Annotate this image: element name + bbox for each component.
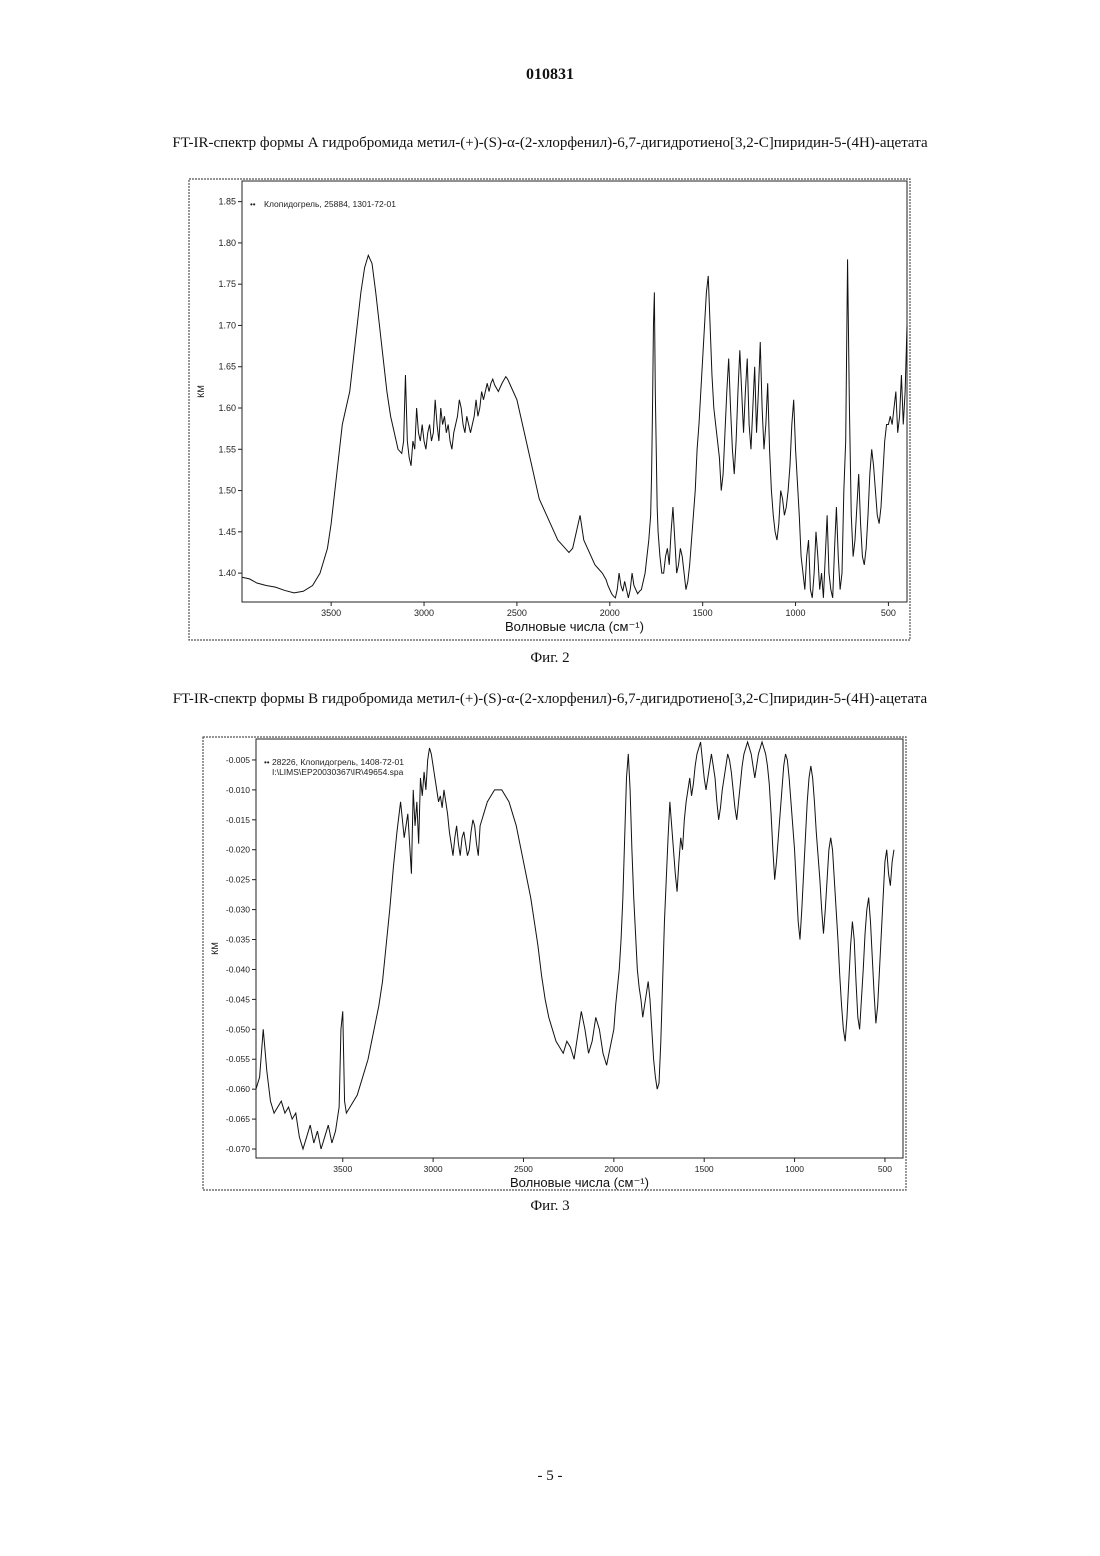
y-tick-label: -0.065 [226,1114,250,1124]
x-tick-label: 2000 [600,608,620,618]
y-tick-label: -0.045 [226,994,250,1004]
y-tick-label: 1.40 [218,568,236,578]
y-tick-label: -0.015 [226,815,250,825]
y-tick-label: 1.50 [218,486,236,496]
y-tick-label: 1.75 [218,279,236,289]
x-tick-label: 2500 [507,608,527,618]
y-tick-label: 1.60 [218,403,236,413]
y-axis-label: КМ [210,942,220,955]
y-tick-label: -0.050 [226,1024,250,1034]
y-tick-label: -0.035 [226,935,250,945]
y-tick-label: -0.005 [226,755,250,765]
figure-2-caption: FT-IR-спектр формы А гидробромида метил-… [100,134,1000,152]
y-tick-label: 1.45 [218,527,236,537]
x-tick-label: 1500 [695,1164,714,1174]
chart-frame [203,737,906,1190]
x-tick-label: 2500 [514,1164,533,1174]
x-tick-label: 1500 [693,608,713,618]
x-tick-label: 2000 [604,1164,623,1174]
y-tick-label: 1.55 [218,444,236,454]
chart-legend: •• Клопидогрель, 25884, 1301-72-01 [250,199,396,209]
y-tick-label: 1.85 [218,197,236,207]
legend-text: I:\LIMS\EP20030367\IR\49654.spa [272,767,404,777]
x-tick-label: 3000 [414,608,434,618]
y-tick-label: 1.70 [218,320,236,330]
y-tick-label: -0.025 [226,875,250,885]
x-tick-label: 3000 [424,1164,443,1174]
legend-text: 28226, Клопидогрель, 1408-72-01 [272,757,404,767]
x-tick-label: 3500 [321,608,341,618]
y-tick-label: -0.055 [226,1054,250,1064]
chart-legend: ••28226, Клопидогрель, 1408-72-01I:\LIMS… [264,757,404,777]
x-tick-label: 500 [878,1164,892,1174]
y-tick-label: -0.060 [226,1084,250,1094]
x-tick-label: 1000 [785,1164,804,1174]
figure-2-svg: 3500 3000 2500 2000 1500 1000 500 1.40 1.45 1.50 1… [188,178,912,642]
x-tick-label: 3500 [333,1164,352,1174]
legend-text: Клопидогрель, 25884, 1301-72-01 [264,199,396,209]
legend-marker: •• [250,200,256,209]
document-number: 010831 [0,66,1100,84]
y-tick-label: -0.010 [226,785,250,795]
chart-frame [189,179,910,640]
y-tick-label: -0.040 [226,964,250,974]
y-axis-label: КМ [196,385,206,398]
x-axis-label: Волновые числа (см⁻¹) [510,1175,649,1190]
figure-3-label: Фиг. 3 [0,1198,1100,1215]
x-axis-label: Волновые числа (см⁻¹) [505,619,644,634]
figure-3-chart: 3500 3000 2500 2000 1500 1000 500 -0.070 -0.065 -… [202,736,908,1197]
y-tick-label: -0.030 [226,905,250,915]
figure-2-label: Фиг. 2 [0,650,1100,667]
figure-3-caption: FT-IR-спектр формы В гидробромида метил-… [100,690,1000,708]
page-footer: - 5 - [0,1468,1100,1485]
y-tick-label: -0.020 [226,845,250,855]
figure-2-chart: 3500 3000 2500 2000 1500 1000 500 1.40 1.45 1.50 1… [188,178,912,647]
x-tick-label: 1000 [786,608,806,618]
y-tick-label: 1.65 [218,362,236,372]
figure-3-svg: 3500 3000 2500 2000 1500 1000 500 -0.070 -0.065 -… [202,736,908,1192]
x-tick-label: 500 [881,608,896,618]
legend-marker: •• [264,758,270,767]
y-tick-label: -0.070 [226,1144,250,1154]
y-tick-label: 1.80 [218,238,236,248]
